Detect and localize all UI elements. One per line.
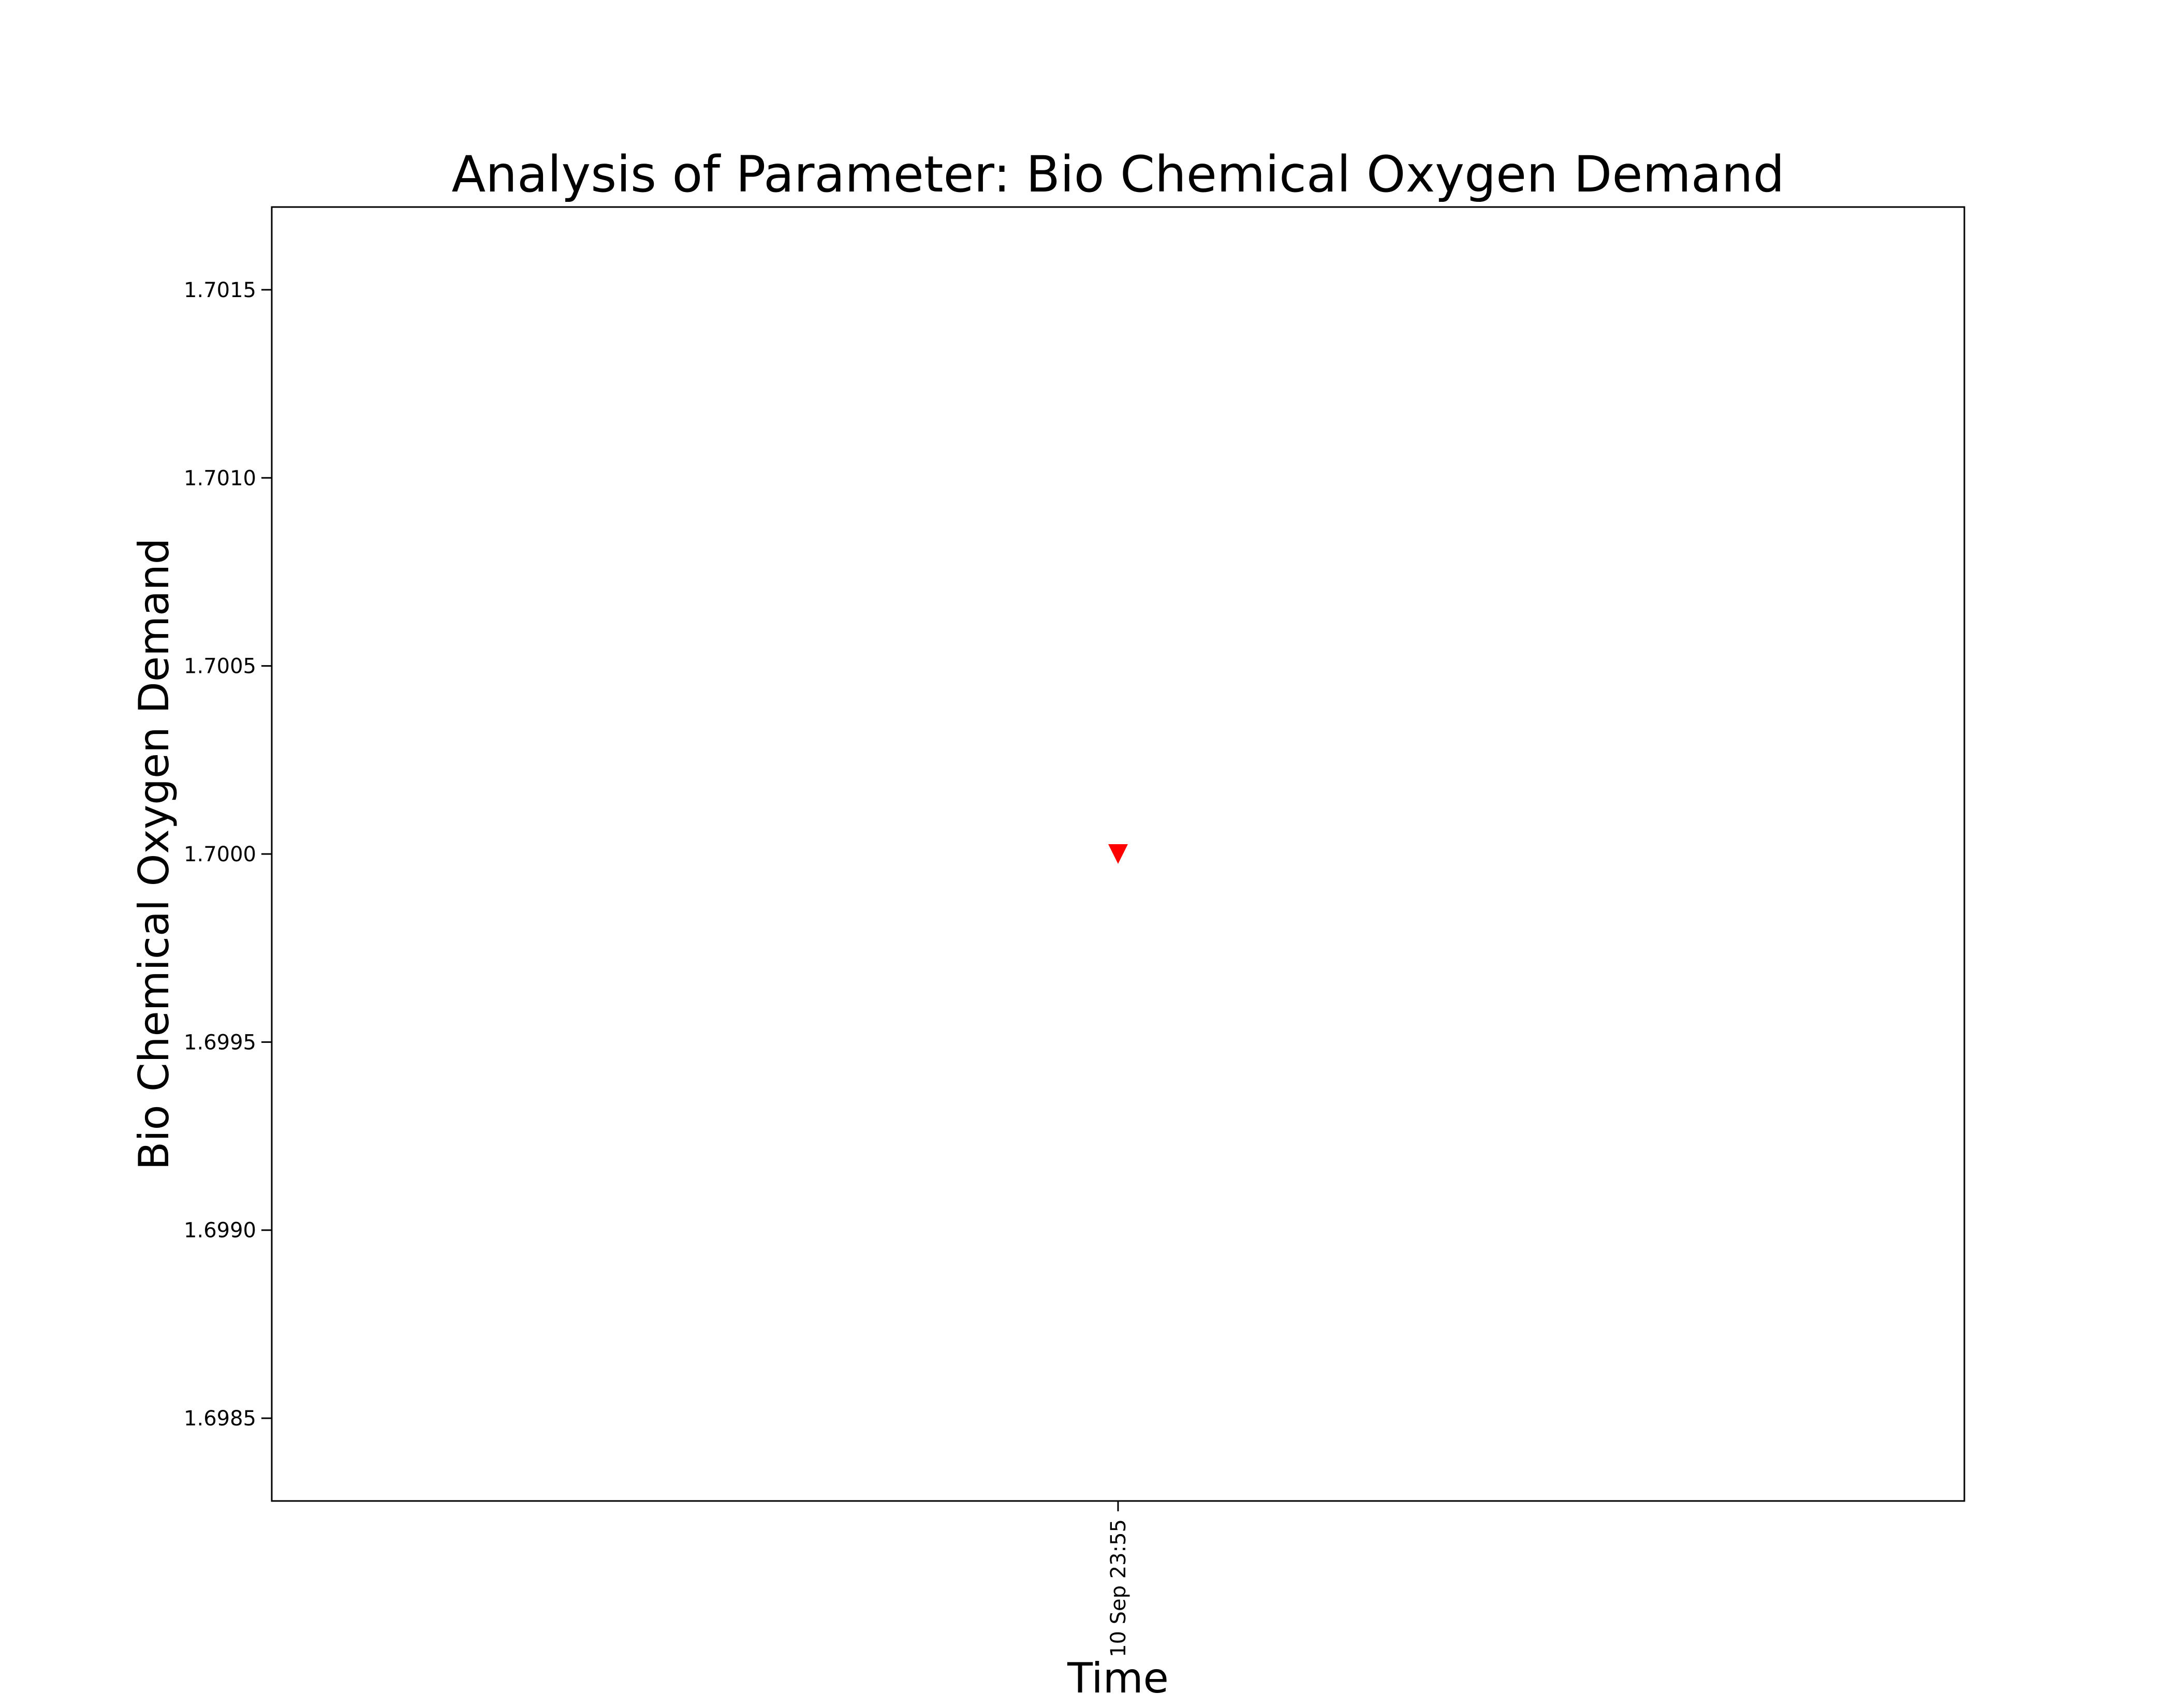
chart-title: Analysis of Parameter: Bio Chemical Oxyg…	[451, 145, 1784, 203]
y-tick-label: 1.7015	[184, 278, 256, 302]
data-point-marker	[1108, 844, 1128, 864]
y-axis-label: Bio Chemical Oxygen Demand	[130, 538, 178, 1170]
data-series	[1108, 844, 1128, 864]
y-tick-label: 1.6985	[184, 1407, 256, 1431]
x-axis: 10 Sep 23:55	[1107, 1501, 1130, 1657]
y-tick-label: 1.7000	[184, 843, 256, 866]
y-tick-label: 1.7005	[184, 655, 256, 679]
x-axis-label: Time	[1067, 1654, 1169, 1702]
x-tick-label: 10 Sep 23:55	[1107, 1519, 1130, 1657]
y-axis: 1.6985 1.6990 1.6995 1.7000 1.7005 1.7010 1.70…	[184, 278, 272, 1431]
plot-area: 1.6985 1.6990 1.6995 1.7000 1.7005 1.7010 1.70…	[184, 206, 1965, 1657]
y-tick-label: 1.6990	[184, 1219, 256, 1243]
y-tick-label: 1.6995	[184, 1030, 256, 1054]
y-tick-label: 1.7010	[184, 466, 256, 490]
